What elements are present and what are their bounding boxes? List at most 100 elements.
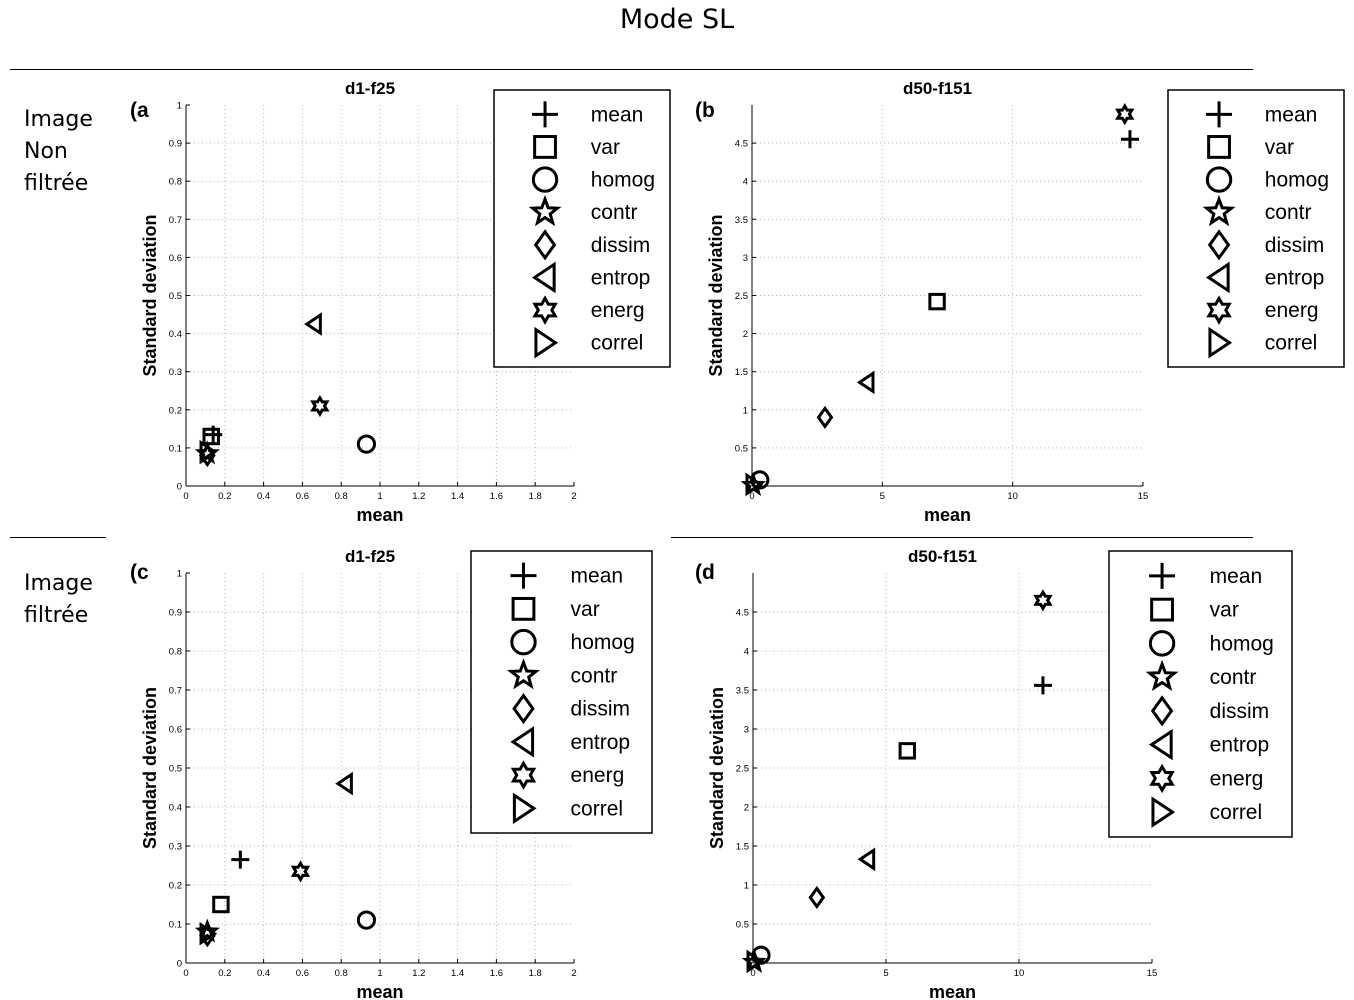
legend-label: energ: [591, 299, 645, 322]
legend-marker-energ: [510, 760, 537, 790]
x-tick-label: 0.8: [335, 491, 348, 502]
x-axis-label: mean: [924, 505, 971, 525]
y-tick-label: 1.5: [735, 367, 748, 378]
legend-marker-energ: [1206, 295, 1232, 325]
x-tick-label: 10: [1014, 968, 1025, 979]
panel-label: (a: [130, 99, 149, 122]
x-tick-label: 1.4: [451, 968, 464, 979]
y-tick-label: 4.5: [736, 608, 749, 619]
y-tick-label: 2: [743, 329, 748, 340]
y-tick-label: 3: [744, 725, 749, 736]
y-tick-label: 0.4: [169, 803, 182, 814]
data-point-correl: [745, 472, 764, 497]
legend-label: energ: [571, 764, 625, 787]
x-tick-label: 15: [1147, 968, 1158, 979]
legend-marker-var: [533, 135, 557, 159]
legend-label: mean: [591, 103, 644, 126]
x-tick-label: 0.8: [335, 968, 348, 979]
legend-marker-mean: [1206, 101, 1233, 128]
legend-marker-var: [511, 596, 536, 621]
legend-marker-dissim: [1150, 695, 1174, 727]
y-tick-label: 3: [743, 253, 748, 264]
legend-label: correl: [571, 797, 624, 820]
x-axis-label: mean: [356, 505, 403, 525]
legend-marker-homog: [1205, 166, 1233, 193]
legend-label: var: [571, 598, 600, 621]
y-tick-label: 0.9: [169, 608, 182, 619]
y-tick-label: 0.6: [169, 253, 182, 264]
y-tick-label: 0.7: [169, 686, 182, 697]
legend-marker-energ: [1149, 763, 1175, 794]
data-point-entrop: [857, 847, 876, 872]
data-point-dissim: [808, 885, 826, 910]
data-point-var: [928, 292, 946, 311]
data-point-homog: [356, 434, 377, 454]
x-tick-label: 0.6: [296, 968, 309, 979]
x-tick-label: 1.8: [529, 491, 542, 502]
legend-marker-correl: [534, 326, 559, 359]
legend-label: contr: [1210, 666, 1257, 689]
legend-label: contr: [591, 201, 638, 224]
legend-label: homog: [1210, 632, 1274, 655]
x-tick-label: 0: [750, 968, 755, 979]
y-axis-label: Standard deviation: [140, 687, 160, 849]
legend-marker-entrop: [1148, 728, 1173, 761]
y-tick-label: 4.5: [735, 139, 748, 150]
legend-marker-correl: [1151, 796, 1176, 828]
y-tick-label: 0: [177, 959, 182, 970]
legend-label: mean: [1265, 103, 1318, 126]
row-label-line: filtrée: [24, 603, 89, 628]
data-point-var: [212, 895, 230, 914]
legend-label: contr: [571, 664, 618, 687]
x-tick-label: 0: [183, 968, 188, 979]
y-axis-label: Standard deviation: [140, 214, 160, 376]
x-tick-label: 1.6: [490, 968, 503, 979]
data-point-var: [898, 742, 916, 760]
data-point-mean: [231, 850, 250, 869]
legend-marker-energ: [532, 295, 558, 325]
data-point-correl: [199, 921, 218, 946]
y-tick-label: 0.1: [169, 920, 182, 931]
legend-label: dissim: [571, 698, 631, 721]
x-tick-label: 1.6: [490, 491, 503, 502]
legend-marker-entrop: [531, 261, 556, 294]
legend-label: energ: [1210, 767, 1264, 790]
legend-marker-contr: [1202, 194, 1236, 227]
legend-label: correl: [1265, 332, 1318, 355]
x-tick-label: 1: [377, 968, 382, 979]
data-point-energ: [290, 860, 311, 883]
legend-box: [470, 550, 653, 834]
legend-label: homog: [1265, 169, 1329, 192]
data-point-energ: [1115, 102, 1135, 126]
x-tick-label: 1.8: [529, 968, 542, 979]
x-tick-label: 1: [377, 491, 382, 502]
y-axis-label: Standard deviation: [706, 214, 726, 376]
panel-title: d50-f151: [903, 79, 972, 98]
y-tick-label: 0.5: [169, 291, 182, 302]
legend-label: homog: [571, 631, 635, 654]
x-tick-label: 0.2: [218, 491, 231, 502]
x-tick-label: 0.4: [257, 491, 270, 502]
y-tick-label: 0.8: [169, 647, 182, 658]
legend-marker-contr: [507, 658, 540, 690]
data-point-entrop: [856, 370, 875, 395]
y-tick-label: 0.1: [169, 443, 182, 454]
x-tick-label: 0: [183, 491, 188, 502]
legend-label: dissim: [1265, 234, 1325, 257]
legend-marker-dissim: [1207, 229, 1231, 261]
row-label-line: Non: [24, 139, 68, 164]
y-tick-label: 1.5: [736, 842, 749, 853]
y-tick-label: 0.5: [169, 764, 182, 775]
y-tick-label: 2.5: [736, 764, 749, 775]
data-point-homog: [356, 910, 377, 930]
row-label-unfiltered: Image Non filtrée: [24, 104, 93, 200]
row-label-line: filtrée: [24, 171, 89, 196]
legend-label: var: [591, 136, 620, 159]
panel-title: d1-f25: [345, 79, 395, 98]
legend-label: homog: [591, 169, 655, 192]
x-tick-label: 0: [749, 491, 754, 502]
x-tick-label: 5: [883, 968, 888, 979]
x-tick-label: 1.2: [412, 491, 425, 502]
data-point-entrop: [335, 771, 353, 796]
